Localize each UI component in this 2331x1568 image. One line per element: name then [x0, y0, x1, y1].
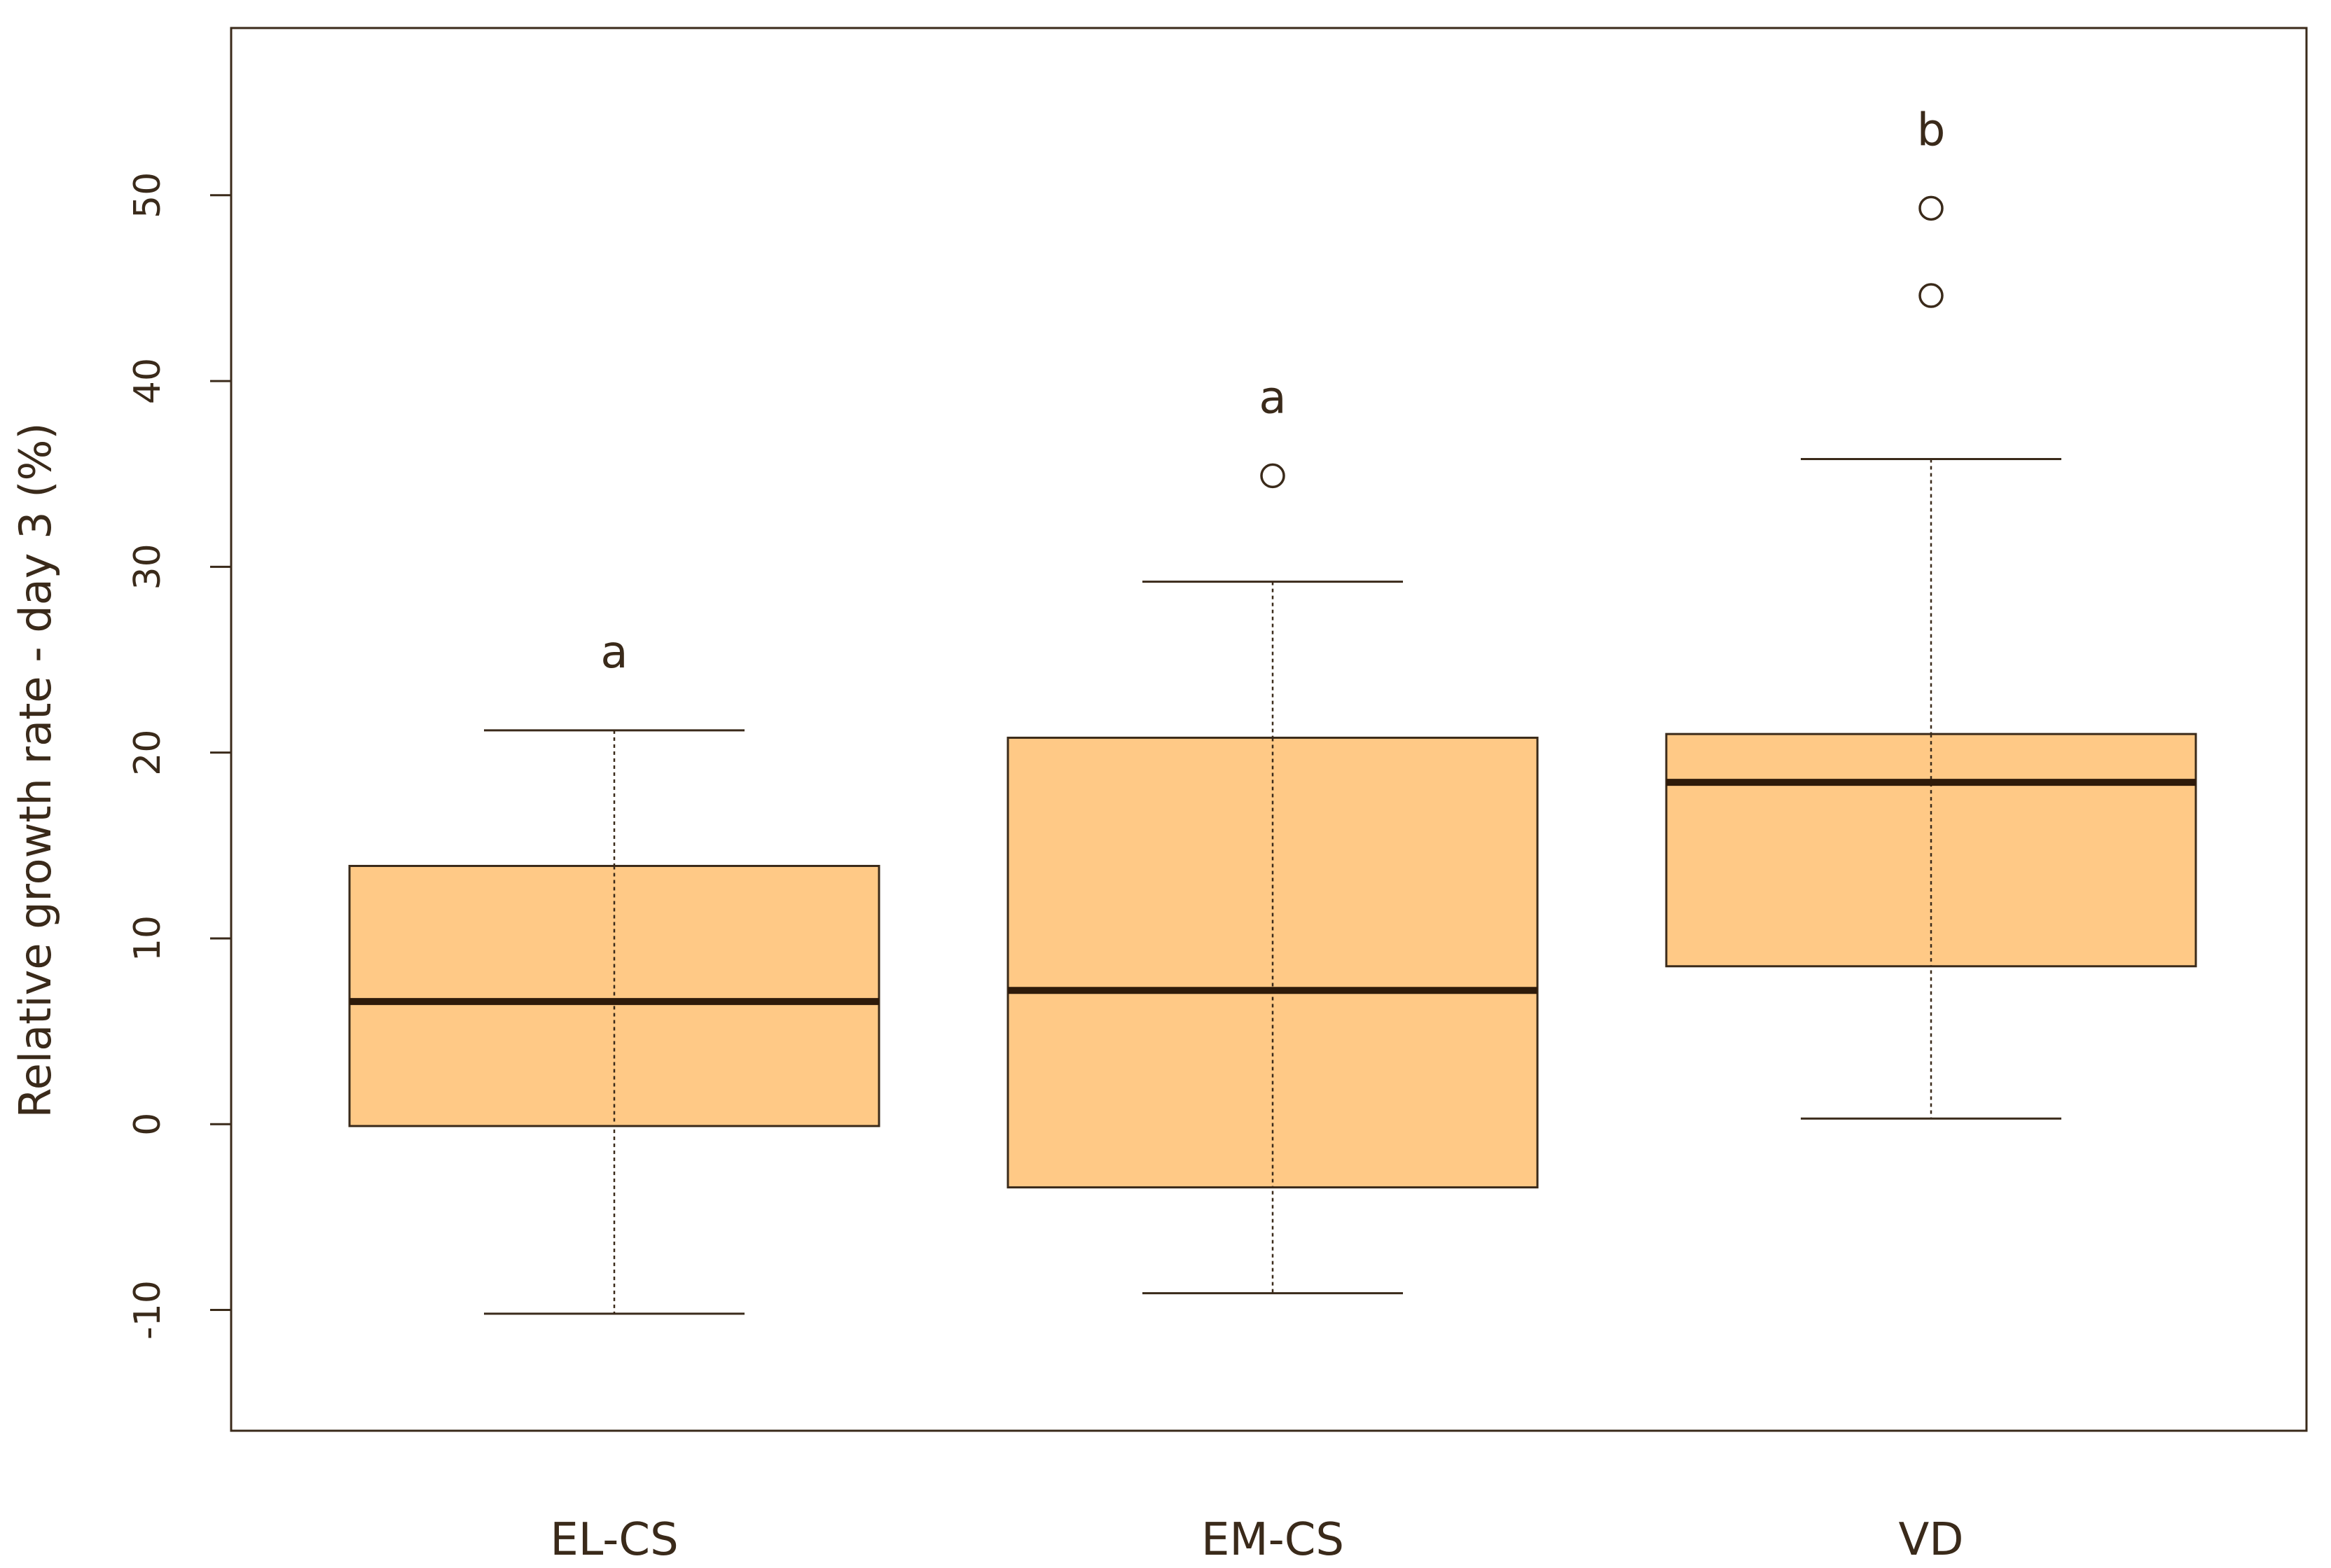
significance-letter-vd: b — [1917, 104, 1946, 156]
outlier-point-em-cs — [1260, 463, 1285, 489]
y-tick-label: 20 — [127, 730, 169, 776]
y-tick-label: 0 — [127, 1113, 169, 1136]
significance-letter-el-cs: a — [600, 627, 628, 679]
x-category-label-vd: VD — [1898, 1514, 1963, 1566]
y-axis-label: Relative growth rate - day 3 (%) — [10, 422, 61, 1118]
plot-frame — [230, 27, 2308, 1432]
plot-area: -10 0 10 20 30 40 50 a EL-CS a EM-CS b VD — [127, 27, 2308, 1566]
y-tick-label: 10 — [127, 915, 169, 962]
x-category-label-em-cs: EM-CS — [1201, 1514, 1344, 1566]
significance-letter-em-cs: a — [1259, 372, 1286, 424]
x-category-label-el-cs: EL-CS — [550, 1514, 678, 1566]
y-tick-label: -10 — [127, 1280, 169, 1340]
outlier-point-vd — [1918, 195, 1944, 221]
y-tick-label: 30 — [127, 543, 169, 590]
box-el-cs — [348, 864, 880, 1128]
y-tick-label: 50 — [127, 172, 169, 218]
y-tick-label: 40 — [127, 358, 169, 404]
outlier-point-vd — [1918, 283, 1944, 308]
